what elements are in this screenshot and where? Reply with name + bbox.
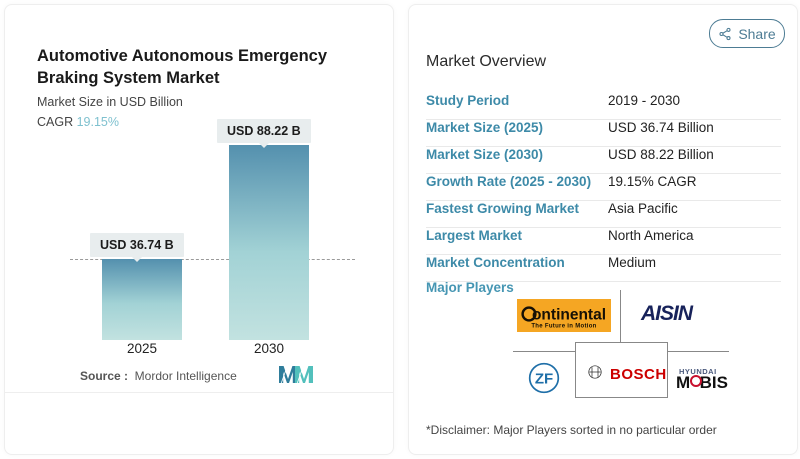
svg-text:ZF: ZF xyxy=(535,371,553,388)
svg-text:The Future in Motion: The Future in Motion xyxy=(531,323,596,329)
svg-text:ontinental: ontinental xyxy=(532,307,606,324)
